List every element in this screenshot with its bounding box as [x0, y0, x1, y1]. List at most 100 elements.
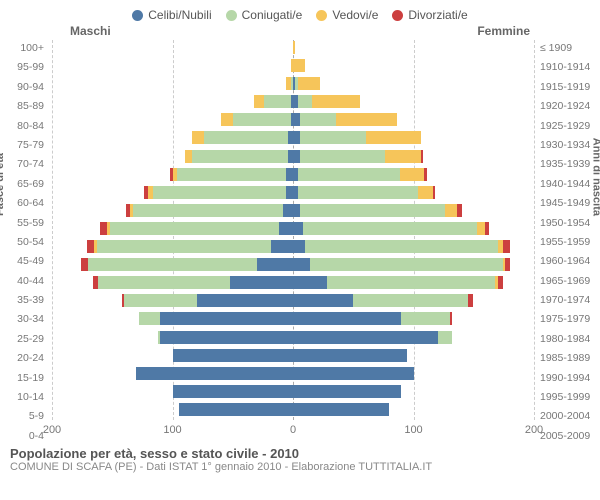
age-label: 65-69 — [0, 178, 44, 190]
pyramid-row — [52, 221, 534, 239]
population-pyramid-chart: Fasce di età Anni di nascita 100+95-9990… — [0, 40, 600, 440]
bar-segment-coniugati — [192, 150, 288, 163]
pyramid-row — [52, 203, 534, 221]
bar-segment-celibi — [293, 113, 300, 126]
bar-segment-celibi — [293, 385, 401, 398]
pyramid-row — [52, 149, 534, 167]
pyramid-row — [52, 311, 534, 329]
bar-segment-vedovi — [298, 77, 320, 90]
bar-segment-vedovi — [254, 95, 264, 108]
bar-segment-divorziati — [505, 258, 510, 271]
x-tick-label: 200 — [43, 424, 61, 436]
legend: Celibi/NubiliConiugati/eVedovi/eDivorzia… — [0, 0, 600, 24]
bar-segment-coniugati — [88, 258, 257, 271]
bar-segment-celibi — [160, 312, 293, 325]
legend-swatch — [132, 10, 143, 21]
bar-segment-vedovi — [336, 113, 396, 126]
bar-segment-vedovi — [192, 131, 204, 144]
bar-segment-celibi — [293, 403, 389, 416]
bar-segment-coniugati — [310, 258, 503, 271]
age-label: 70-74 — [0, 158, 44, 170]
bar-segment-coniugati — [264, 95, 291, 108]
bar-segment-celibi — [293, 349, 407, 362]
bar-segment-coniugati — [177, 168, 285, 181]
birth-label: 1980-1984 — [540, 333, 600, 345]
bar-segment-celibi — [257, 258, 293, 271]
bar-segment-coniugati — [300, 204, 445, 217]
birth-label: 1930-1934 — [540, 139, 600, 151]
bar-segment-celibi — [293, 150, 300, 163]
birth-label: 1960-1964 — [540, 255, 600, 267]
bar-segment-vedovi — [418, 186, 432, 199]
pyramid-row — [52, 58, 534, 76]
x-tick-label: 0 — [290, 424, 296, 436]
age-label: 45-49 — [0, 255, 44, 267]
age-label: 15-19 — [0, 372, 44, 384]
pyramid-row — [52, 293, 534, 311]
plot-area — [52, 40, 534, 420]
bar-segment-coniugati — [133, 204, 284, 217]
age-label: 60-64 — [0, 197, 44, 209]
x-tick-label: 200 — [525, 424, 543, 436]
bar-segment-divorziati — [498, 276, 503, 289]
age-label: 35-39 — [0, 294, 44, 306]
bar-segment-divorziati — [468, 294, 473, 307]
bar-segment-divorziati — [457, 204, 462, 217]
bar-segment-celibi — [293, 204, 300, 217]
legend-swatch — [392, 10, 403, 21]
age-label: 20-24 — [0, 352, 44, 364]
gender-headers: Maschi Femmine — [0, 24, 600, 40]
chart-footer: Popolazione per età, sesso e stato civil… — [0, 440, 600, 473]
pyramid-row — [52, 257, 534, 275]
bar-segment-coniugati — [327, 276, 496, 289]
bar-segment-celibi — [173, 349, 294, 362]
bar-segment-coniugati — [233, 113, 291, 126]
age-label: 50-54 — [0, 236, 44, 248]
age-label: 75-79 — [0, 139, 44, 151]
pyramid-row — [52, 366, 534, 384]
pyramid-row — [52, 330, 534, 348]
bar-segment-coniugati — [139, 312, 161, 325]
bar-segment-vedovi — [445, 204, 457, 217]
bar-segment-celibi — [271, 240, 293, 253]
birth-label: 1975-1979 — [540, 313, 600, 325]
birth-label: 1965-1969 — [540, 275, 600, 287]
bar-segment-coniugati — [153, 186, 286, 199]
bar-segment-celibi — [293, 131, 300, 144]
age-axis: 100+95-9990-9485-8980-8475-7970-7465-696… — [0, 40, 44, 444]
legend-item: Celibi/Nubili — [132, 8, 211, 22]
age-label: 25-29 — [0, 333, 44, 345]
bar-segment-coniugati — [204, 131, 288, 144]
pyramid-row — [52, 275, 534, 293]
male-header: Maschi — [70, 24, 111, 38]
bar-segment-divorziati — [450, 312, 452, 325]
bar-segment-coniugati — [298, 95, 312, 108]
bar-segment-divorziati — [100, 222, 107, 235]
birth-label: 1925-1929 — [540, 120, 600, 132]
bar-segment-celibi — [293, 258, 310, 271]
gridline — [534, 40, 535, 420]
birth-label: 1955-1959 — [540, 236, 600, 248]
bar-segment-vedovi — [185, 150, 192, 163]
x-axis: 2001000100200 — [52, 422, 534, 440]
bar-segment-celibi — [160, 331, 293, 344]
age-label: 10-14 — [0, 391, 44, 403]
birth-label: 1935-1939 — [540, 158, 600, 170]
x-tick-label: 100 — [404, 424, 422, 436]
bar-segment-coniugati — [300, 131, 366, 144]
legend-label: Vedovi/e — [332, 8, 378, 22]
x-tick-label: 100 — [163, 424, 181, 436]
bar-segment-divorziati — [421, 150, 423, 163]
bar-segment-celibi — [293, 276, 327, 289]
bar-segment-vedovi — [400, 168, 424, 181]
birth-label: 1995-1999 — [540, 391, 600, 403]
legend-label: Celibi/Nubili — [148, 8, 211, 22]
legend-label: Divorziati/e — [408, 8, 467, 22]
bar-segment-celibi — [293, 331, 438, 344]
birth-label: 1985-1989 — [540, 352, 600, 364]
bar-segment-vedovi — [366, 131, 420, 144]
legend-swatch — [316, 10, 327, 21]
bar-segment-coniugati — [110, 222, 279, 235]
bar-segment-coniugati — [401, 312, 449, 325]
bar-segment-celibi — [286, 186, 293, 199]
